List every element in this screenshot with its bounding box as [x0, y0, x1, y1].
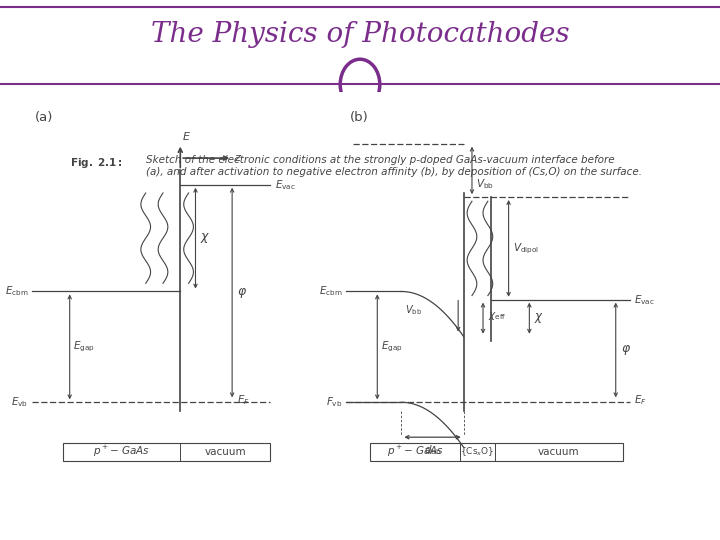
- Text: $p^+$$-$ GaAs: $p^+$$-$ GaAs: [387, 444, 444, 459]
- Text: vacuum: vacuum: [538, 447, 580, 456]
- Text: $\varphi$: $\varphi$: [621, 343, 631, 357]
- Text: $V_{\rm dipol}$: $V_{\rm dipol}$: [513, 241, 539, 255]
- Text: $F_{\rm vb}$: $F_{\rm vb}$: [326, 395, 343, 409]
- Text: $E_F$: $E_F$: [634, 393, 647, 407]
- Text: $\{$Cs$_x$O$\}$: $\{$Cs$_x$O$\}$: [460, 445, 495, 458]
- Text: $V_{\rm bb}$: $V_{\rm bb}$: [405, 303, 422, 317]
- Text: $\varphi$: $\varphi$: [237, 286, 247, 300]
- Text: vacuum: vacuum: [204, 447, 246, 456]
- Text: $E_{\rm vb}$: $E_{\rm vb}$: [12, 395, 28, 409]
- Text: Sketch of the electronic conditions at the strongly p-doped GaAs-vacuum interfac: Sketch of the electronic conditions at t…: [145, 155, 642, 177]
- Text: $\bf{Fig.\ 2.1:}$: $\bf{Fig.\ 2.1:}$: [70, 156, 129, 170]
- Text: $d_{\rm bb}$: $d_{\rm bb}$: [424, 443, 441, 457]
- Text: $E_{\rm cbm}$: $E_{\rm cbm}$: [4, 285, 28, 299]
- Text: $\chi_{\rm eff}$: $\chi_{\rm eff}$: [488, 310, 506, 322]
- Text: $\chi$: $\chi$: [199, 231, 210, 245]
- Text: $E_F$: $E_F$: [237, 393, 250, 407]
- Text: $V_{\rm bb}$: $V_{\rm bb}$: [476, 177, 494, 191]
- Text: $E_{\rm vac}$: $E_{\rm vac}$: [634, 293, 655, 307]
- Text: Figure 2: Energy band diagram of a GaAs crystal and a GaAs crystal activated to : Figure 2: Energy band diagram of a GaAs …: [11, 516, 615, 529]
- Text: (a): (a): [35, 111, 53, 124]
- Text: $p^+$$-$ GaAs: $p^+$$-$ GaAs: [93, 444, 150, 459]
- Text: $E_{\rm cbm}$: $E_{\rm cbm}$: [319, 285, 343, 299]
- Text: $E_{\rm gap}$: $E_{\rm gap}$: [381, 340, 402, 354]
- Text: $E_{\rm vac}$: $E_{\rm vac}$: [275, 178, 296, 192]
- FancyBboxPatch shape: [370, 442, 623, 461]
- Text: $E$: $E$: [181, 130, 191, 141]
- Text: (b): (b): [350, 111, 369, 124]
- Text: $z$: $z$: [234, 153, 242, 163]
- Text: $E_{\rm gap}$: $E_{\rm gap}$: [73, 340, 95, 354]
- Text: The Physics of Photocathodes: The Physics of Photocathodes: [150, 22, 570, 49]
- Text: $\chi$: $\chi$: [534, 311, 544, 325]
- FancyBboxPatch shape: [63, 442, 270, 461]
